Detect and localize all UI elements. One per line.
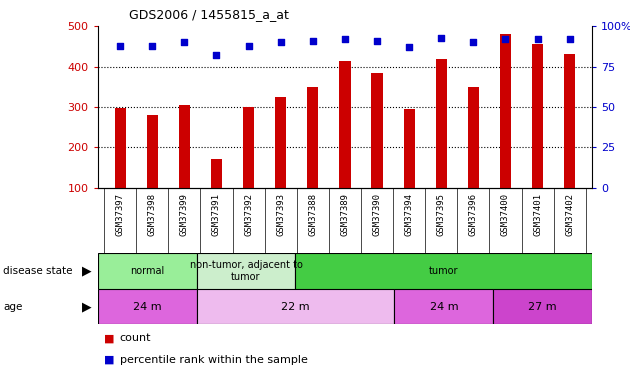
Bar	[115, 108, 126, 188]
Text: GSM37400: GSM37400	[501, 193, 510, 236]
Text: GSM37388: GSM37388	[308, 193, 318, 236]
Text: GSM37398: GSM37398	[148, 193, 157, 236]
Point	[564, 36, 575, 42]
Bar	[295, 253, 592, 289]
Bar	[147, 115, 158, 188]
Point	[212, 52, 222, 58]
Text: GDS2006 / 1455815_a_at: GDS2006 / 1455815_a_at	[129, 8, 289, 21]
Bar	[179, 105, 190, 188]
Point	[468, 39, 478, 45]
Text: 24 m: 24 m	[133, 302, 161, 312]
Text: tumor: tumor	[429, 266, 459, 276]
Text: GSM37402: GSM37402	[565, 193, 574, 236]
Point	[372, 38, 382, 44]
Point	[276, 39, 286, 45]
Bar	[275, 97, 286, 188]
Bar	[98, 253, 197, 289]
Text: percentile rank within the sample: percentile rank within the sample	[120, 354, 307, 364]
Bar	[98, 289, 197, 324]
Bar	[500, 34, 511, 188]
Bar	[493, 289, 592, 324]
Bar	[211, 159, 222, 188]
Bar	[372, 73, 382, 188]
Text: GSM37392: GSM37392	[244, 193, 253, 236]
Bar	[243, 107, 254, 188]
Point	[308, 38, 318, 44]
Bar	[404, 109, 415, 188]
Point	[532, 36, 542, 42]
Text: 22 m: 22 m	[281, 302, 310, 312]
Text: GSM37401: GSM37401	[533, 193, 542, 236]
Text: 27 m: 27 m	[529, 302, 557, 312]
Point	[244, 43, 254, 49]
Point	[115, 43, 125, 49]
Text: normal: normal	[130, 266, 164, 276]
Bar	[564, 54, 575, 188]
Text: GSM37393: GSM37393	[276, 193, 285, 236]
Bar	[307, 87, 318, 188]
Bar	[436, 58, 447, 188]
Text: ■: ■	[104, 333, 115, 344]
Point	[180, 39, 190, 45]
Text: GSM37390: GSM37390	[372, 193, 382, 236]
Text: ▶: ▶	[82, 300, 91, 313]
Text: age: age	[3, 302, 23, 312]
Text: ■: ■	[104, 354, 115, 364]
Text: GSM37397: GSM37397	[116, 193, 125, 236]
Point	[500, 36, 510, 42]
Text: disease state: disease state	[3, 266, 72, 276]
Text: 24 m: 24 m	[430, 302, 458, 312]
Bar	[197, 289, 394, 324]
Text: ▶: ▶	[82, 264, 91, 278]
Text: GSM37399: GSM37399	[180, 193, 189, 236]
Bar	[467, 87, 479, 188]
Point	[147, 43, 158, 49]
Text: non-tumor, adjacent to
tumor: non-tumor, adjacent to tumor	[190, 260, 302, 282]
Bar	[197, 253, 295, 289]
Bar	[394, 289, 493, 324]
Text: GSM37395: GSM37395	[437, 193, 446, 236]
Point	[404, 44, 414, 50]
Bar	[340, 60, 350, 188]
Text: GSM37396: GSM37396	[469, 193, 478, 236]
Text: count: count	[120, 333, 151, 344]
Text: GSM37389: GSM37389	[340, 193, 350, 236]
Point	[340, 36, 350, 42]
Point	[436, 34, 446, 40]
Text: GSM37394: GSM37394	[404, 193, 414, 236]
Bar	[532, 44, 543, 188]
Text: GSM37391: GSM37391	[212, 193, 221, 236]
